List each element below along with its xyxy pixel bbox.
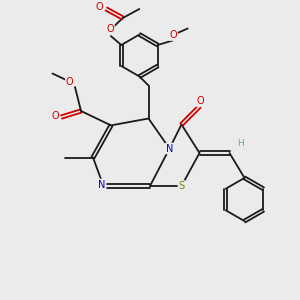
Text: O: O <box>51 110 59 121</box>
Text: O: O <box>196 96 204 106</box>
Text: O: O <box>106 24 114 34</box>
Text: O: O <box>66 76 74 87</box>
Text: N: N <box>166 143 173 154</box>
Text: O: O <box>96 2 103 13</box>
Text: S: S <box>178 181 184 191</box>
Text: O: O <box>169 30 177 40</box>
Text: H: H <box>237 140 243 148</box>
Text: N: N <box>98 179 106 190</box>
